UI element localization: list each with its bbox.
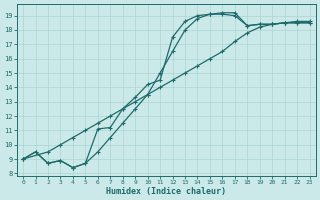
X-axis label: Humidex (Indice chaleur): Humidex (Indice chaleur) [106,187,226,196]
